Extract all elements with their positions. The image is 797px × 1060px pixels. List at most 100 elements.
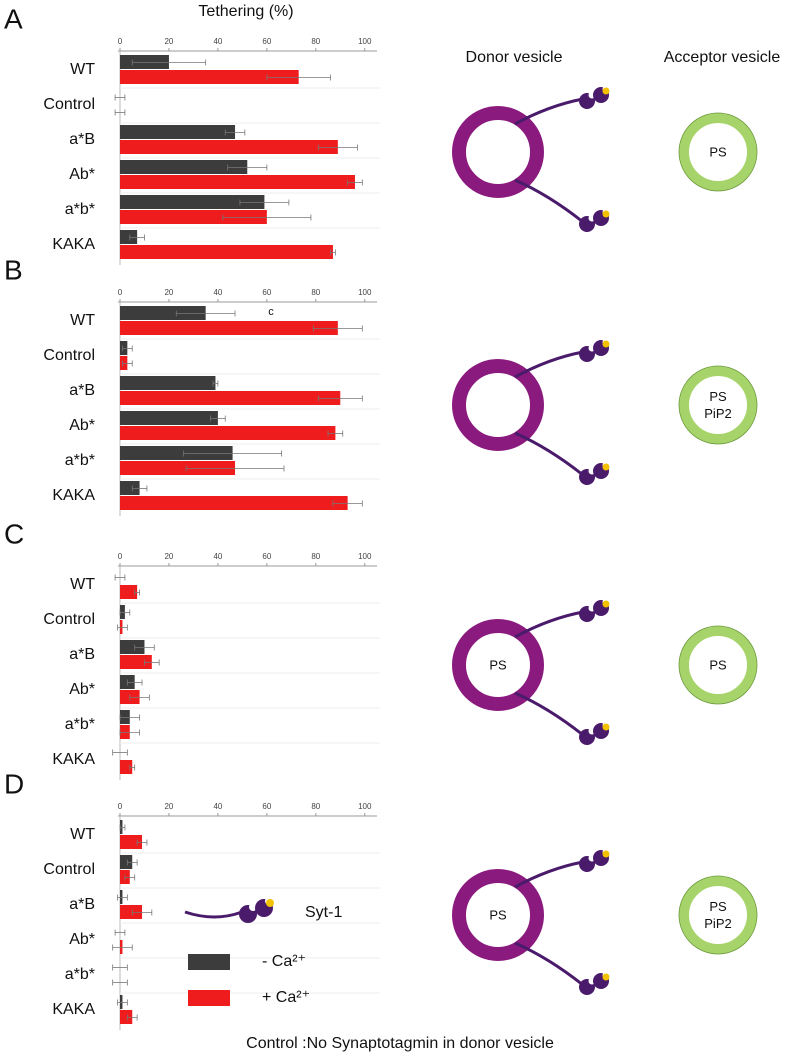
x-tick-label: 60 [262, 802, 271, 811]
column-header: Acceptor vesicle [664, 49, 781, 66]
x-tick-label: 80 [311, 288, 320, 297]
bar [120, 356, 128, 370]
donor-vesicle [452, 106, 544, 198]
bar [120, 855, 133, 869]
y-tick-label: WT [70, 826, 95, 843]
error-bar [117, 894, 128, 901]
error-bar [131, 485, 148, 492]
error-bar [347, 179, 363, 186]
donor-lipid: PS [489, 657, 507, 672]
y-tick-label: Control [43, 611, 95, 628]
error-bar [212, 380, 219, 387]
bar [120, 835, 143, 849]
column-header: Donor vesicle [466, 49, 563, 66]
x-tick-label: 0 [118, 37, 123, 46]
acceptor-outline [678, 875, 758, 955]
x-tick-label: 80 [311, 802, 320, 811]
bar [120, 140, 338, 154]
y-tick-label: KAKA [52, 487, 95, 504]
error-bar [126, 679, 143, 686]
bar [120, 55, 169, 69]
bar [120, 481, 140, 495]
panel-letter: B [4, 254, 23, 285]
x-tick-label: 0 [118, 552, 123, 561]
error-bar [119, 714, 140, 721]
error-bar [114, 94, 126, 101]
syt-linker [514, 860, 584, 889]
calcium-site [602, 87, 610, 95]
error-bar [183, 450, 282, 457]
error-bar [175, 310, 236, 317]
error-bar [119, 824, 126, 831]
error-bar [185, 465, 285, 472]
y-tick-label: WT [70, 576, 95, 593]
bar [120, 760, 133, 774]
error-bar [210, 415, 226, 422]
syt-linker [514, 431, 584, 477]
y-tick-label: KAKA [52, 1001, 95, 1018]
bar [120, 605, 125, 619]
error-bar [317, 144, 358, 151]
bar [120, 446, 233, 460]
acceptor-lipid: PiP2 [704, 406, 731, 421]
bar [120, 905, 143, 919]
error-bar [312, 325, 363, 332]
bar [120, 391, 341, 405]
error-bar [114, 574, 126, 581]
x-axis-title: Tethering (%) [198, 3, 293, 20]
bar [120, 995, 123, 1009]
error-bar [124, 874, 136, 881]
y-tick-label: a*b* [65, 201, 95, 218]
y-tick-label: KAKA [52, 236, 95, 253]
bar [120, 1010, 133, 1024]
x-tick-label: 100 [358, 288, 372, 297]
annotation: c [268, 306, 274, 318]
x-tick-label: 0 [118, 288, 123, 297]
acceptor-outline [678, 365, 758, 445]
y-tick-label: a*b* [65, 452, 95, 469]
donor-vesicle [452, 869, 544, 961]
calcium-site [602, 973, 610, 981]
acceptor-vesicle [679, 366, 757, 444]
acceptor-lipid: PS [709, 389, 727, 404]
syt-linker [514, 691, 584, 737]
acceptor-lipid: PiP2 [704, 916, 731, 931]
acceptor-lipid: PS [709, 899, 727, 914]
panel-letter: D [4, 768, 24, 799]
error-bar [126, 1014, 138, 1021]
panel-letter: A [4, 3, 23, 34]
bar [120, 496, 348, 510]
legend-c2-notch [249, 903, 257, 911]
y-tick-label: a*b* [65, 716, 95, 733]
syt-linker [514, 350, 584, 379]
bar [120, 341, 128, 355]
calcium-site [602, 600, 610, 608]
error-bar [131, 59, 207, 66]
error-bar [112, 944, 133, 951]
bar [120, 70, 299, 84]
bar [120, 210, 267, 224]
bar [120, 160, 248, 174]
legend-label: - Ca²⁺ [262, 953, 306, 970]
legend-calcium-site [266, 899, 274, 907]
error-bar [122, 360, 133, 367]
x-tick-label: 40 [213, 37, 222, 46]
legend-label: + Ca²⁺ [262, 989, 310, 1006]
acceptor-lipid: PS [709, 657, 727, 672]
legend-syt-linker [184, 910, 243, 919]
error-bar [117, 999, 128, 1006]
calcium-site [602, 463, 610, 471]
x-tick-label: 40 [213, 288, 222, 297]
error-bar [122, 345, 133, 352]
bar [120, 585, 138, 599]
error-bar [112, 964, 128, 971]
error-bar [114, 109, 126, 116]
bar [120, 461, 236, 475]
bar [120, 710, 130, 724]
legend-swatch [188, 990, 230, 1006]
y-tick-label: a*B [69, 131, 95, 148]
error-bar [224, 129, 246, 136]
acceptor-lipid: PS [709, 144, 727, 159]
calcium-site [602, 723, 610, 731]
